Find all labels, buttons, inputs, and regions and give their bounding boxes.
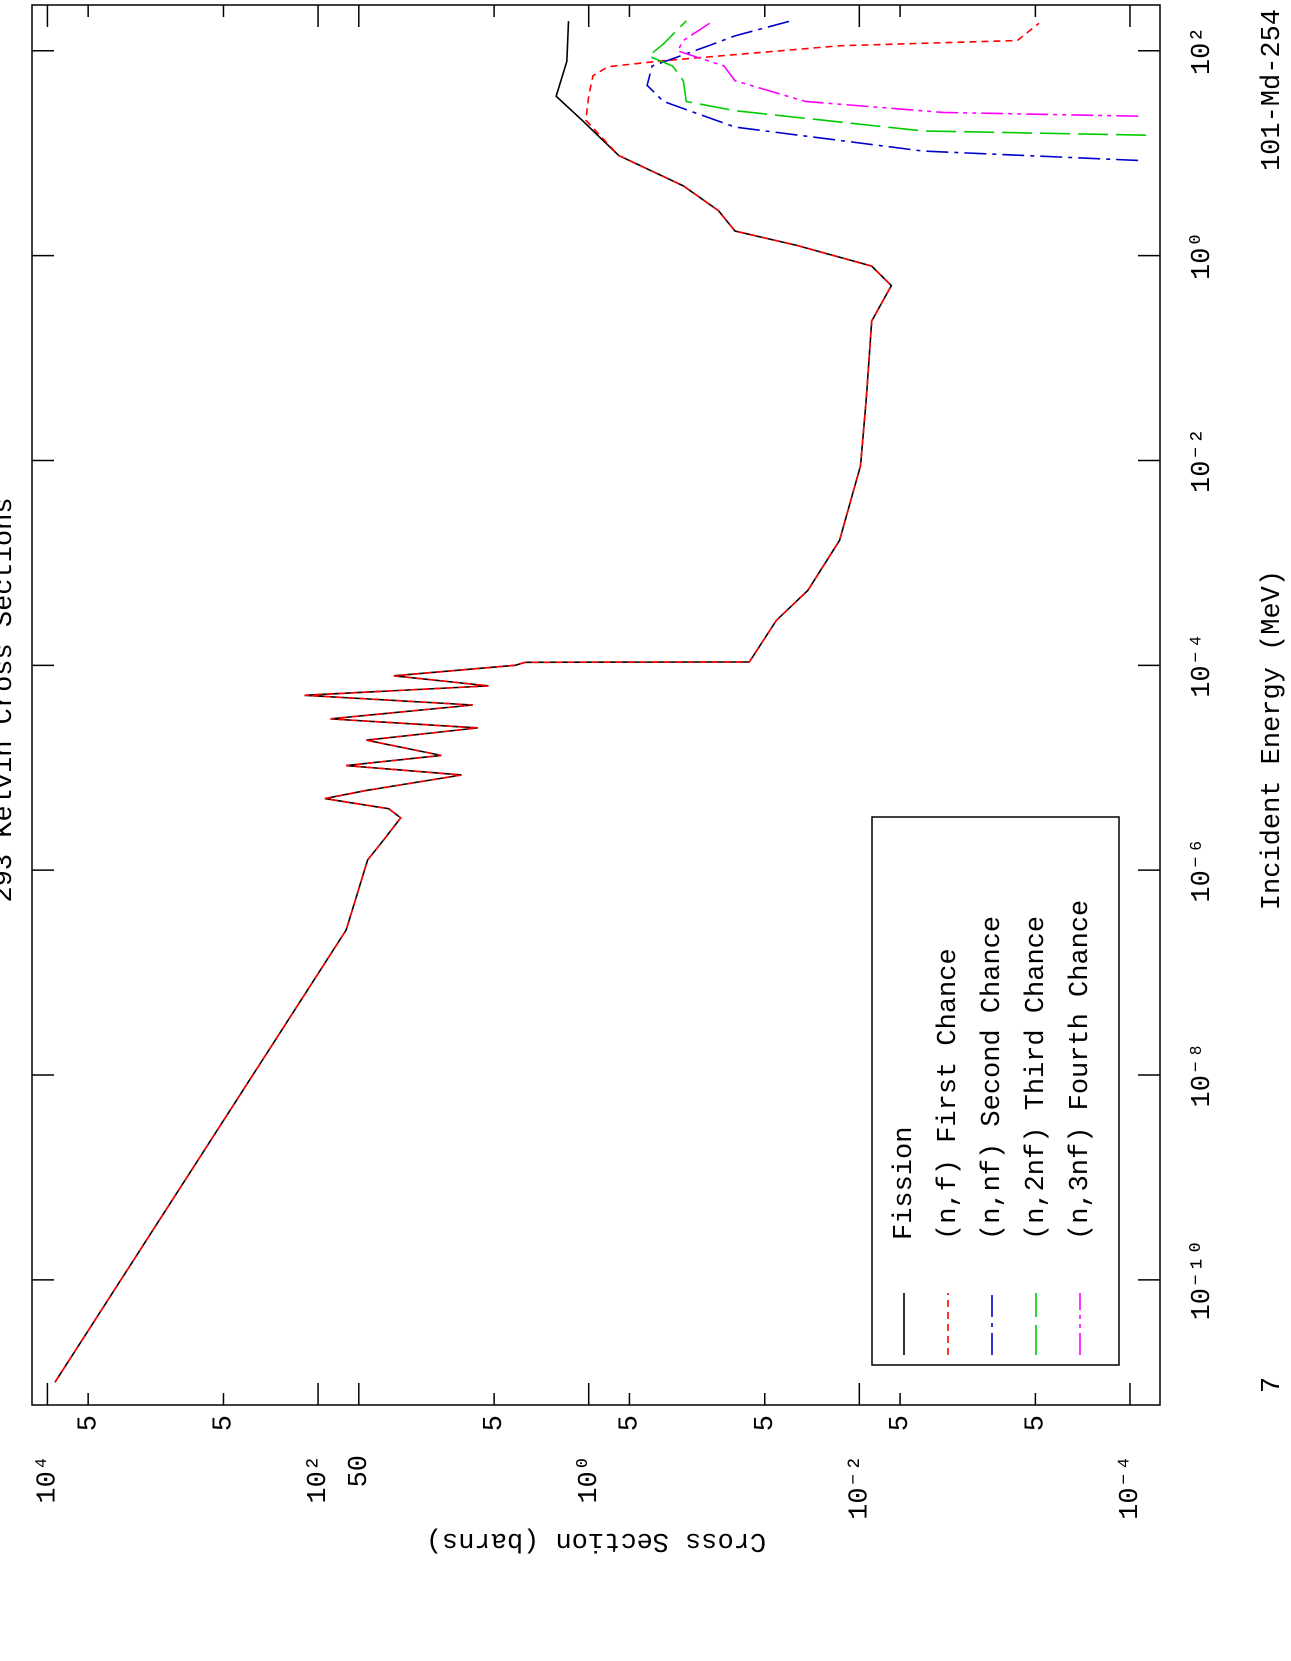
y-tick-label: 50 bbox=[345, 1455, 375, 1487]
y-tick-label: 5 bbox=[1022, 1415, 1052, 1431]
y-tick-label: 5 bbox=[886, 1415, 916, 1431]
series-line bbox=[54, 21, 893, 1383]
y-tick-label: 10² bbox=[304, 1455, 334, 1504]
legend-label: (n,f) First Chance bbox=[934, 948, 964, 1240]
y-tick-label: 10⁻² bbox=[845, 1455, 875, 1520]
series-line bbox=[54, 22, 1040, 1383]
legend-box bbox=[871, 816, 1120, 1366]
y-tick-label: 5 bbox=[616, 1415, 646, 1431]
y-tick-label: 10⁰ bbox=[575, 1455, 605, 1504]
rotated-plot: 293 Kelvin Cross Sections Incident Energ… bbox=[0, 4, 1288, 1555]
x-tick-label: 10⁻⁸ bbox=[1188, 1043, 1218, 1108]
annotation: 101-Md-254 bbox=[1258, 9, 1288, 171]
y-tick-label: 10⁴ bbox=[34, 1455, 64, 1504]
plot-frame bbox=[31, 4, 1161, 1406]
y-tick-label: 5 bbox=[751, 1415, 781, 1431]
series-line bbox=[646, 20, 1139, 162]
chart-title: 293 Kelvin Cross Sections bbox=[0, 497, 20, 902]
x-tick-label: 10² bbox=[1188, 26, 1218, 75]
x-tick-label: 10⁻⁴ bbox=[1188, 633, 1218, 698]
x-axis-label: Incident Energy (MeV) bbox=[1258, 570, 1288, 910]
x-tick-label: 10⁻² bbox=[1188, 428, 1218, 493]
corner-label: 7 bbox=[1258, 1377, 1288, 1393]
legend-label: (n,3nf) Fourth Chance bbox=[1066, 900, 1096, 1240]
y-tick-label: 10⁻⁴ bbox=[1116, 1455, 1146, 1520]
x-tick-label: 10⁰ bbox=[1188, 231, 1218, 280]
x-tick-label: 10⁻¹⁰ bbox=[1188, 1239, 1218, 1320]
x-tick-label: 10⁻⁶ bbox=[1188, 838, 1218, 903]
legend-label: Fission bbox=[890, 1127, 920, 1240]
y-tick-label: 5 bbox=[74, 1415, 104, 1431]
series-line bbox=[676, 20, 1139, 117]
y-tick-label: 5 bbox=[210, 1415, 240, 1431]
series-line bbox=[647, 20, 1147, 136]
legend-label: (n,2nf) Third Chance bbox=[1022, 916, 1052, 1240]
y-tick-label: 5 bbox=[480, 1415, 510, 1431]
y-axis-label: Cross Section (barns) bbox=[426, 1525, 766, 1555]
legend-label: (n,nf) Second Chance bbox=[978, 916, 1008, 1240]
